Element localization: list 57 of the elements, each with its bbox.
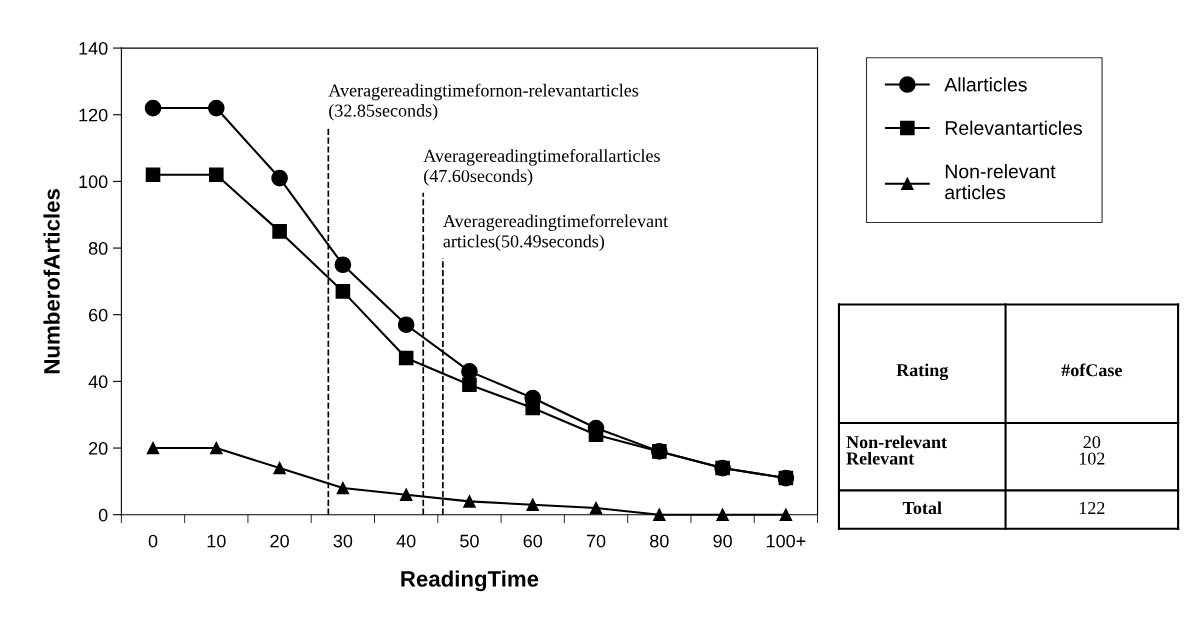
- x-tick-label: 50: [460, 534, 479, 548]
- point: [336, 481, 350, 495]
- point: [526, 498, 539, 511]
- ref-line-label: Averagereadingtimefornon-relevantarticles (32.85seconds): [328, 83, 639, 121]
- point: [335, 284, 351, 299]
- x-tick-label: 90: [713, 534, 732, 548]
- text: Non-relevant Relevant: [846, 435, 947, 465]
- point: [779, 508, 793, 521]
- text: 20 102: [1079, 436, 1105, 465]
- point: [397, 316, 415, 334]
- point: [653, 508, 666, 521]
- x-tick-label: 80: [650, 534, 669, 548]
- point: [146, 441, 160, 455]
- legend-label: Relevantarticles: [945, 120, 1082, 135]
- x-tick-label: 0: [148, 534, 158, 548]
- x-tick-label: 10: [207, 534, 226, 548]
- point: [209, 167, 224, 183]
- x-axis-title: ReadingTime: [401, 570, 539, 592]
- point: [273, 461, 286, 475]
- point: [715, 460, 730, 476]
- y-tick-label: 60: [89, 308, 108, 322]
- point: [399, 488, 413, 501]
- text: Rating: [896, 363, 949, 381]
- point: [462, 377, 477, 393]
- y-tick-label: 0: [98, 508, 108, 522]
- y-tick-label: 120: [79, 108, 108, 122]
- point: [398, 350, 414, 366]
- ref-line-label: Averagereadingtimeforrelevant articles(50.49seconds): [443, 214, 669, 252]
- point: [207, 99, 225, 117]
- y-tick-label: 80: [88, 242, 108, 255]
- x-tick-label: 60: [523, 534, 543, 548]
- x-tick-label: 30: [333, 534, 353, 548]
- y-tick-label: 140: [79, 42, 108, 55]
- y-tick-label: 100: [79, 175, 108, 189]
- y-tick-label: 20: [89, 441, 108, 455]
- y-tick-label: 40: [88, 375, 108, 389]
- text: #ofCase: [1061, 363, 1122, 377]
- legend-label: Non-relevant articles: [945, 164, 1056, 200]
- ref-line-label: Averagereadingtimeforallarticles (47.60seconds): [423, 149, 660, 186]
- x-tick-label: 100+: [766, 534, 806, 548]
- point: [144, 99, 162, 117]
- x-tick-label: 40: [396, 534, 416, 548]
- x-tick-label: 70: [586, 534, 606, 548]
- point: [589, 501, 603, 515]
- x-tick-label: 20: [270, 534, 289, 548]
- point: [210, 441, 223, 455]
- y-axis-title: NumberofArticles: [43, 189, 60, 374]
- text: Total: [902, 501, 942, 515]
- point: [334, 256, 352, 274]
- point: [463, 495, 476, 508]
- point: [271, 169, 288, 187]
- point: [525, 400, 541, 416]
- point: [145, 167, 161, 183]
- legend-label: Allarticles: [944, 77, 1027, 92]
- text: 122: [1079, 501, 1105, 514]
- point: [272, 224, 287, 239]
- point: [716, 508, 729, 521]
